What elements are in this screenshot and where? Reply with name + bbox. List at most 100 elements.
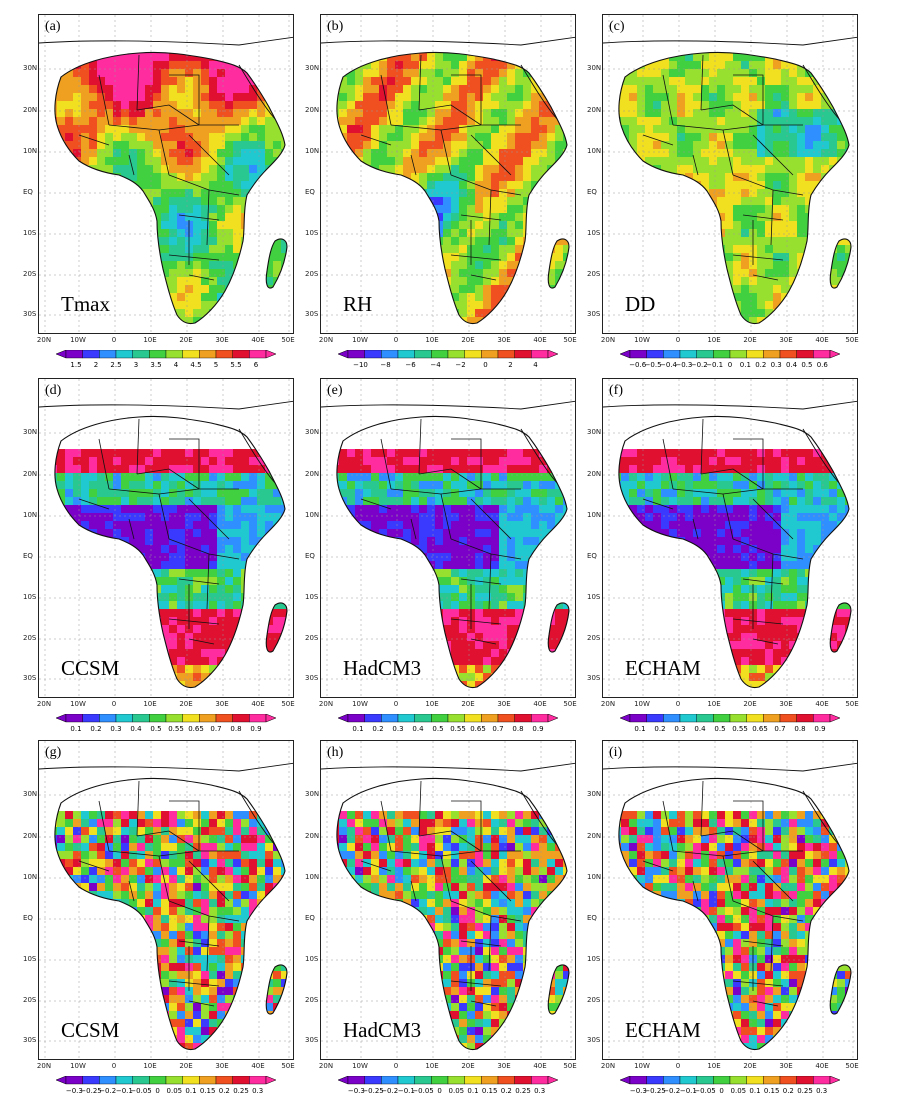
lat-tick-label: 20S (305, 634, 319, 642)
lon-axis: 20N 10W 0 10E 20E 30E 40E 50E (601, 1062, 859, 1072)
colorbar-tick-label: −0.1 (706, 361, 724, 369)
lat-tick-label: 20S (305, 270, 319, 278)
lon-tick-label: 10E (425, 700, 439, 708)
panel-letter: (f) (609, 383, 623, 398)
map-frame: (i) ECHAM (602, 740, 858, 1060)
lat-tick-label: 30N (305, 64, 320, 72)
lat-tick-label: 30S (23, 1036, 37, 1044)
lon-tick-label: 50E (563, 700, 577, 708)
lon-tick-label: 30E (779, 1062, 793, 1070)
colorbar: 0.1 0.2 0.3 0.4 0.5 0.55 0.65 0.7 0.8 0.9 (56, 714, 276, 736)
colorbar-tick-label: 4 (533, 361, 538, 369)
lon-tick-label: 0 (675, 336, 681, 344)
map-frame: (f) ECHAM (602, 378, 858, 698)
country-borders (39, 762, 293, 1051)
lon-tick-label: 10W (634, 1062, 650, 1070)
lon-tick-label: 0 (675, 1062, 681, 1070)
lat-tick-label: 30N (305, 790, 320, 798)
lat-tick-label: 30N (23, 64, 38, 72)
lon-tick-label: 10W (634, 336, 650, 344)
africa-map (39, 379, 293, 697)
colorbar-tick-label: 0.5 (801, 361, 813, 369)
colorbar-ticks: 1.5 2 2.5 3 3.5 4 4.5 5 5.5 6 (66, 361, 266, 371)
lon-tick-label: 10E (707, 336, 721, 344)
colorbar-gradient (338, 1076, 558, 1085)
colorbar-tick-label: 0.5 (150, 725, 162, 733)
lon-tick-label: 40E (815, 700, 829, 708)
lon-axis: 20N 10W 0 10E 20E 30E 40E 50E (601, 336, 859, 346)
lat-tick-label: 10S (587, 955, 601, 963)
panel-letter: (g) (45, 745, 62, 760)
lon-tick-label: 40E (251, 336, 265, 344)
lon-axis: 20N 10W 0 10E 20E 30E 40E 50E (601, 700, 859, 710)
map-panel-i: (i) ECHAM 30N 20N 10N EQ 10S 20S 30S 20N 10W 0 10E 20… (587, 740, 859, 1100)
colorbar-tick-label: −10 (353, 361, 368, 369)
colorbar-tick-label: 2.5 (110, 361, 122, 369)
lon-tick-label: 50E (281, 1062, 295, 1070)
lon-tick-label: 20N (36, 1062, 52, 1070)
country-borders (321, 36, 575, 325)
colorbar-tick-label: −0.2 (690, 361, 708, 369)
lat-tick-label: EQ (587, 914, 597, 922)
lon-tick-label: 30E (497, 1062, 511, 1070)
lat-tick-label: 30S (305, 674, 319, 682)
colorbar-tick-label: −0.2 (381, 1087, 399, 1095)
lon-axis: 20N 10W 0 10E 20E 30E 40E 50E (36, 336, 295, 346)
colorbar-gradient (56, 350, 276, 359)
colorbar-tick-label: 0.05 (448, 1087, 465, 1095)
panel-letter: (b) (327, 19, 344, 34)
africa-map (321, 741, 575, 1059)
lat-tick-label: 10N (305, 147, 320, 155)
colorbar-tick-label: 0.8 (794, 725, 806, 733)
colorbar-tick-label: 0.3 (770, 361, 782, 369)
colorbar-tick-label: 0.9 (532, 725, 544, 733)
lon-axis: 20N 10W 0 10E 20E 30E 40E 50E (319, 1062, 577, 1072)
colorbar-tick-label: 0.2 (372, 725, 384, 733)
lon-tick-label: 20N (318, 700, 334, 708)
colorbar-tick-label: −0.3 (629, 1087, 647, 1095)
colorbar-tick-label: 0.3 (392, 725, 404, 733)
lat-tick-label: 10N (587, 873, 602, 881)
colorbar-tick-label: 0.4 (785, 361, 798, 369)
lat-tick-label: 10S (305, 593, 319, 601)
lat-tick-label: 30N (305, 428, 320, 436)
lat-tick-label: EQ (23, 552, 33, 560)
colorbar-tick-label: 0.1 (70, 725, 82, 733)
lat-tick-label: 30S (23, 310, 37, 318)
colorbar-tick-label: 0.8 (512, 725, 524, 733)
colorbar-tick-label: 0.5 (714, 725, 726, 733)
colorbar-gradient (620, 350, 840, 359)
lat-tick-label: 20S (23, 996, 37, 1004)
lon-axis: 20N 10W 0 10E 20E 30E 40E 50E (318, 700, 577, 710)
lat-tick-label: 10N (23, 511, 38, 519)
map-panel-a: (a) Tmax 30N 20N 10N EQ 10S 20S 30S 20N 10W 0 10E 20E… (23, 14, 295, 374)
colorbar-tick-label: 6 (253, 361, 259, 369)
lat-tick-label: 20S (587, 996, 601, 1004)
colorbar: −0.3 −0.25 −0.2 −0.1 −0.05 0 0.05 0.1 0.15 0.2 0.2… (338, 1076, 558, 1098)
lon-tick-label: 10E (143, 336, 157, 344)
colorbar: −0.3 −0.25 −0.2 −0.1 −0.05 0 0.05 0.1 0.15 0.2 0.2… (620, 1076, 840, 1098)
colorbar-gradient (338, 350, 558, 359)
lat-tick-label: 30S (587, 310, 601, 318)
lat-tick-label: 20N (305, 106, 320, 114)
colorbar-tick-label: −0.2 (663, 1087, 681, 1095)
lon-tick-label: 20N (36, 336, 52, 344)
colorbar-tick-label: 0.3 (252, 1087, 264, 1095)
lat-tick-label: 30S (305, 310, 319, 318)
colorbar-gradient (56, 714, 276, 723)
lon-tick-label: 40E (251, 1062, 265, 1070)
colorbar-tick-label: 0.2 (755, 361, 767, 369)
lat-tick-label: 20N (587, 832, 602, 840)
colorbar: −0.3 −0.25 −0.2 −0.1 −0.05 0 0.05 0.1 0.15 0.2 0.2… (56, 1076, 276, 1098)
colorbar-tick-label: 3.5 (150, 361, 162, 369)
lon-tick-label: 10W (70, 1062, 86, 1070)
lon-tick-label: 20E (179, 1062, 193, 1070)
map-panel-c: (c) DD 30N 20N 10N EQ 10S 20S 30S 20N 10W 0 10E 20E 30… (587, 14, 859, 374)
lon-tick-label: 20E (461, 336, 475, 344)
colorbar-tick-label: −0.5 (644, 361, 662, 369)
colorbar-tick-label: 0.4 (130, 725, 142, 733)
africa-map (39, 15, 293, 333)
variable-name: ECHAM (625, 1018, 701, 1042)
lon-tick-label: 40E (533, 1062, 547, 1070)
lon-tick-label: 40E (815, 336, 829, 344)
